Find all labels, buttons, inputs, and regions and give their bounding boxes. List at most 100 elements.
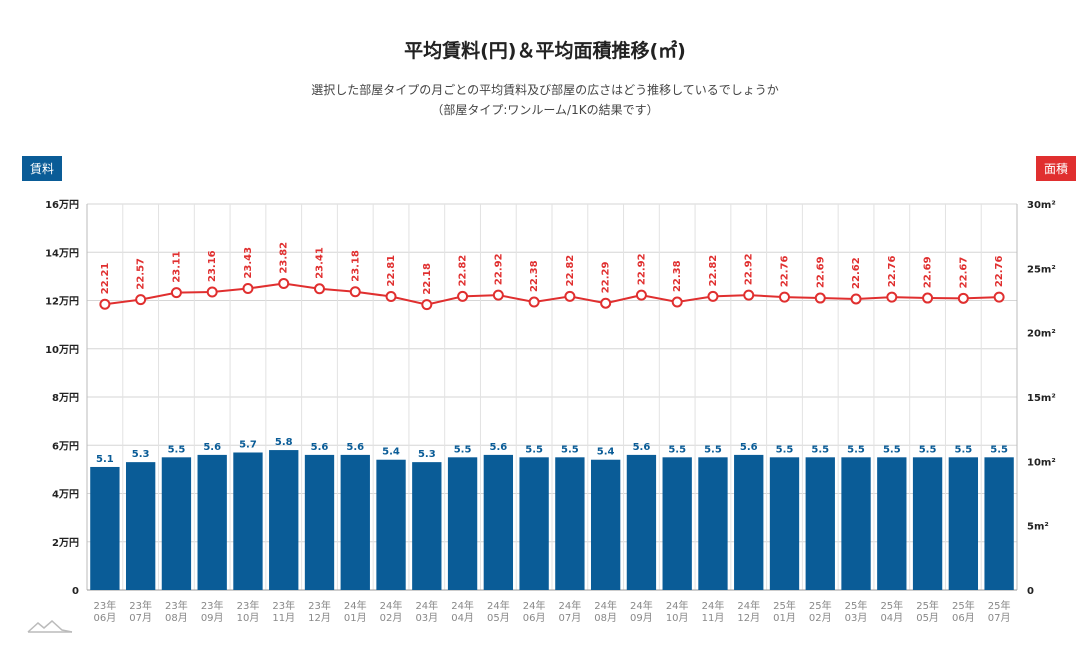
rent-bar [483,454,514,590]
rent-bar [161,457,192,590]
area-point-label: 23.18 [350,250,361,282]
x-tick-label-month: 02月 [380,612,403,624]
area-point-label: 22.62 [851,257,862,289]
chart-subtitle-note: （部屋タイプ:ワンルーム/1Kの結果です） [431,103,659,117]
rent-bar-label: 5.3 [418,449,436,460]
area-point [457,290,469,302]
area-point [421,299,433,311]
rent-bar-label: 5.4 [382,447,400,458]
x-tick-label-month: 08月 [594,612,617,624]
rent-bar-label: 5.1 [96,454,114,465]
x-tick-label-year: 24年 [523,599,546,612]
area-point [707,290,719,302]
x-tick-label-year: 25年 [845,599,868,612]
rent-bar-label: 5.6 [203,442,221,453]
y-right-tick-label: 10m² [1027,457,1056,468]
rent-bar [233,452,263,590]
rent-bar-label: 5.8 [275,437,293,448]
area-point-label: 22.82 [565,255,576,287]
area-point [492,289,504,301]
x-tick-label-year: 24年 [380,599,403,612]
right-axis-tag: 面積 [1035,156,1076,181]
y-left-tick-label: 6万円 [52,440,79,452]
x-tick-label-month: 02月 [809,612,832,624]
x-tick-label-month: 11月 [272,612,295,624]
x-tick-label-month: 10月 [237,612,260,624]
rent-bar [125,462,156,590]
area-point [170,287,182,299]
x-tick-label-year: 25年 [773,599,796,612]
rent-bar [662,457,692,590]
y-right-tick-label: 25m² [1027,264,1056,275]
x-tick-label-month: 07月 [988,612,1011,624]
y-right-tick-label: 5m² [1027,522,1049,533]
area-point-label: 22.38 [529,260,540,292]
area-point-label: 22.76 [994,255,1005,287]
area-point-label: 22.69 [815,256,826,288]
mountain-logo-icon [27,619,73,633]
x-tick-label-year: 24年 [415,599,438,612]
area-point [206,286,218,298]
x-tick-label-month: 05月 [487,612,510,624]
rent-bar [984,457,1014,590]
area-point [635,289,647,301]
x-tick-label-year: 23年 [201,599,224,612]
area-line [104,282,1000,306]
rent-bar [519,457,549,590]
y-left-tick-label: 14万円 [45,247,79,259]
y-left-tick-label: 0 [72,586,79,597]
x-tick-label-year: 24年 [630,599,653,612]
area-point-label: 22.82 [458,255,469,287]
x-tick-label-year: 23年 [237,599,260,612]
rent-bar-label: 5.5 [704,444,722,455]
area-point-label: 22.69 [923,256,934,288]
rent-bar-label: 5.5 [454,444,472,455]
x-tick-label-year: 23年 [94,599,117,612]
rent-bar-label: 5.6 [633,442,651,453]
x-tick-label-month: 09月 [201,612,224,624]
rent-bar [304,454,335,590]
area-point-label: 22.21 [100,263,111,295]
area-point [314,283,325,295]
rent-bar-label: 5.5 [847,444,865,455]
rent-bar-label: 5.5 [919,444,937,455]
x-tick-label-year: 24年 [344,599,367,612]
rent-bar-label: 5.7 [239,439,257,450]
rent-bar [912,457,943,590]
area-point-label: 22.92 [636,253,647,285]
rent-bar [555,457,585,590]
area-point-label: 23.16 [207,250,218,282]
area-point [743,289,755,301]
x-tick-label-month: 09月 [630,612,653,624]
rent-bar [948,457,979,590]
x-tick-label-year: 24年 [487,599,510,612]
rent-bar [805,457,835,590]
area-point [600,297,612,309]
x-tick-label-month: 04月 [880,612,903,624]
area-point-label: 23.43 [243,247,254,279]
area-point-label: 22.82 [708,255,719,287]
rent-bar-label: 5.6 [740,442,758,453]
area-point-label: 23.11 [171,251,182,283]
rent-bar [412,462,442,590]
x-tick-label-month: 12月 [737,612,760,624]
rent-bar-label: 5.6 [311,442,329,453]
rent-bar-label: 5.5 [525,444,543,455]
area-point-label: 22.29 [601,262,612,294]
rent-bar [769,457,800,590]
rent-bar-label: 5.5 [811,444,829,455]
rent-bar [626,454,657,590]
x-tick-label-year: 25年 [952,599,975,612]
x-tick-label-month: 08月 [165,612,188,624]
rent-bar [877,457,907,590]
x-tick-label-year: 23年 [272,599,295,612]
rent-bar-label: 5.4 [597,447,615,458]
y-left-tick-label: 12万円 [45,296,79,308]
x-tick-label-year: 25年 [988,599,1011,612]
y-left-tick-label: 10万円 [45,344,79,356]
rent-bar-label: 5.5 [668,444,686,455]
y-left-tick-label: 16万円 [45,199,79,211]
x-tick-label-month: 12月 [308,612,331,624]
y-right-tick-label: 20m² [1027,329,1056,340]
